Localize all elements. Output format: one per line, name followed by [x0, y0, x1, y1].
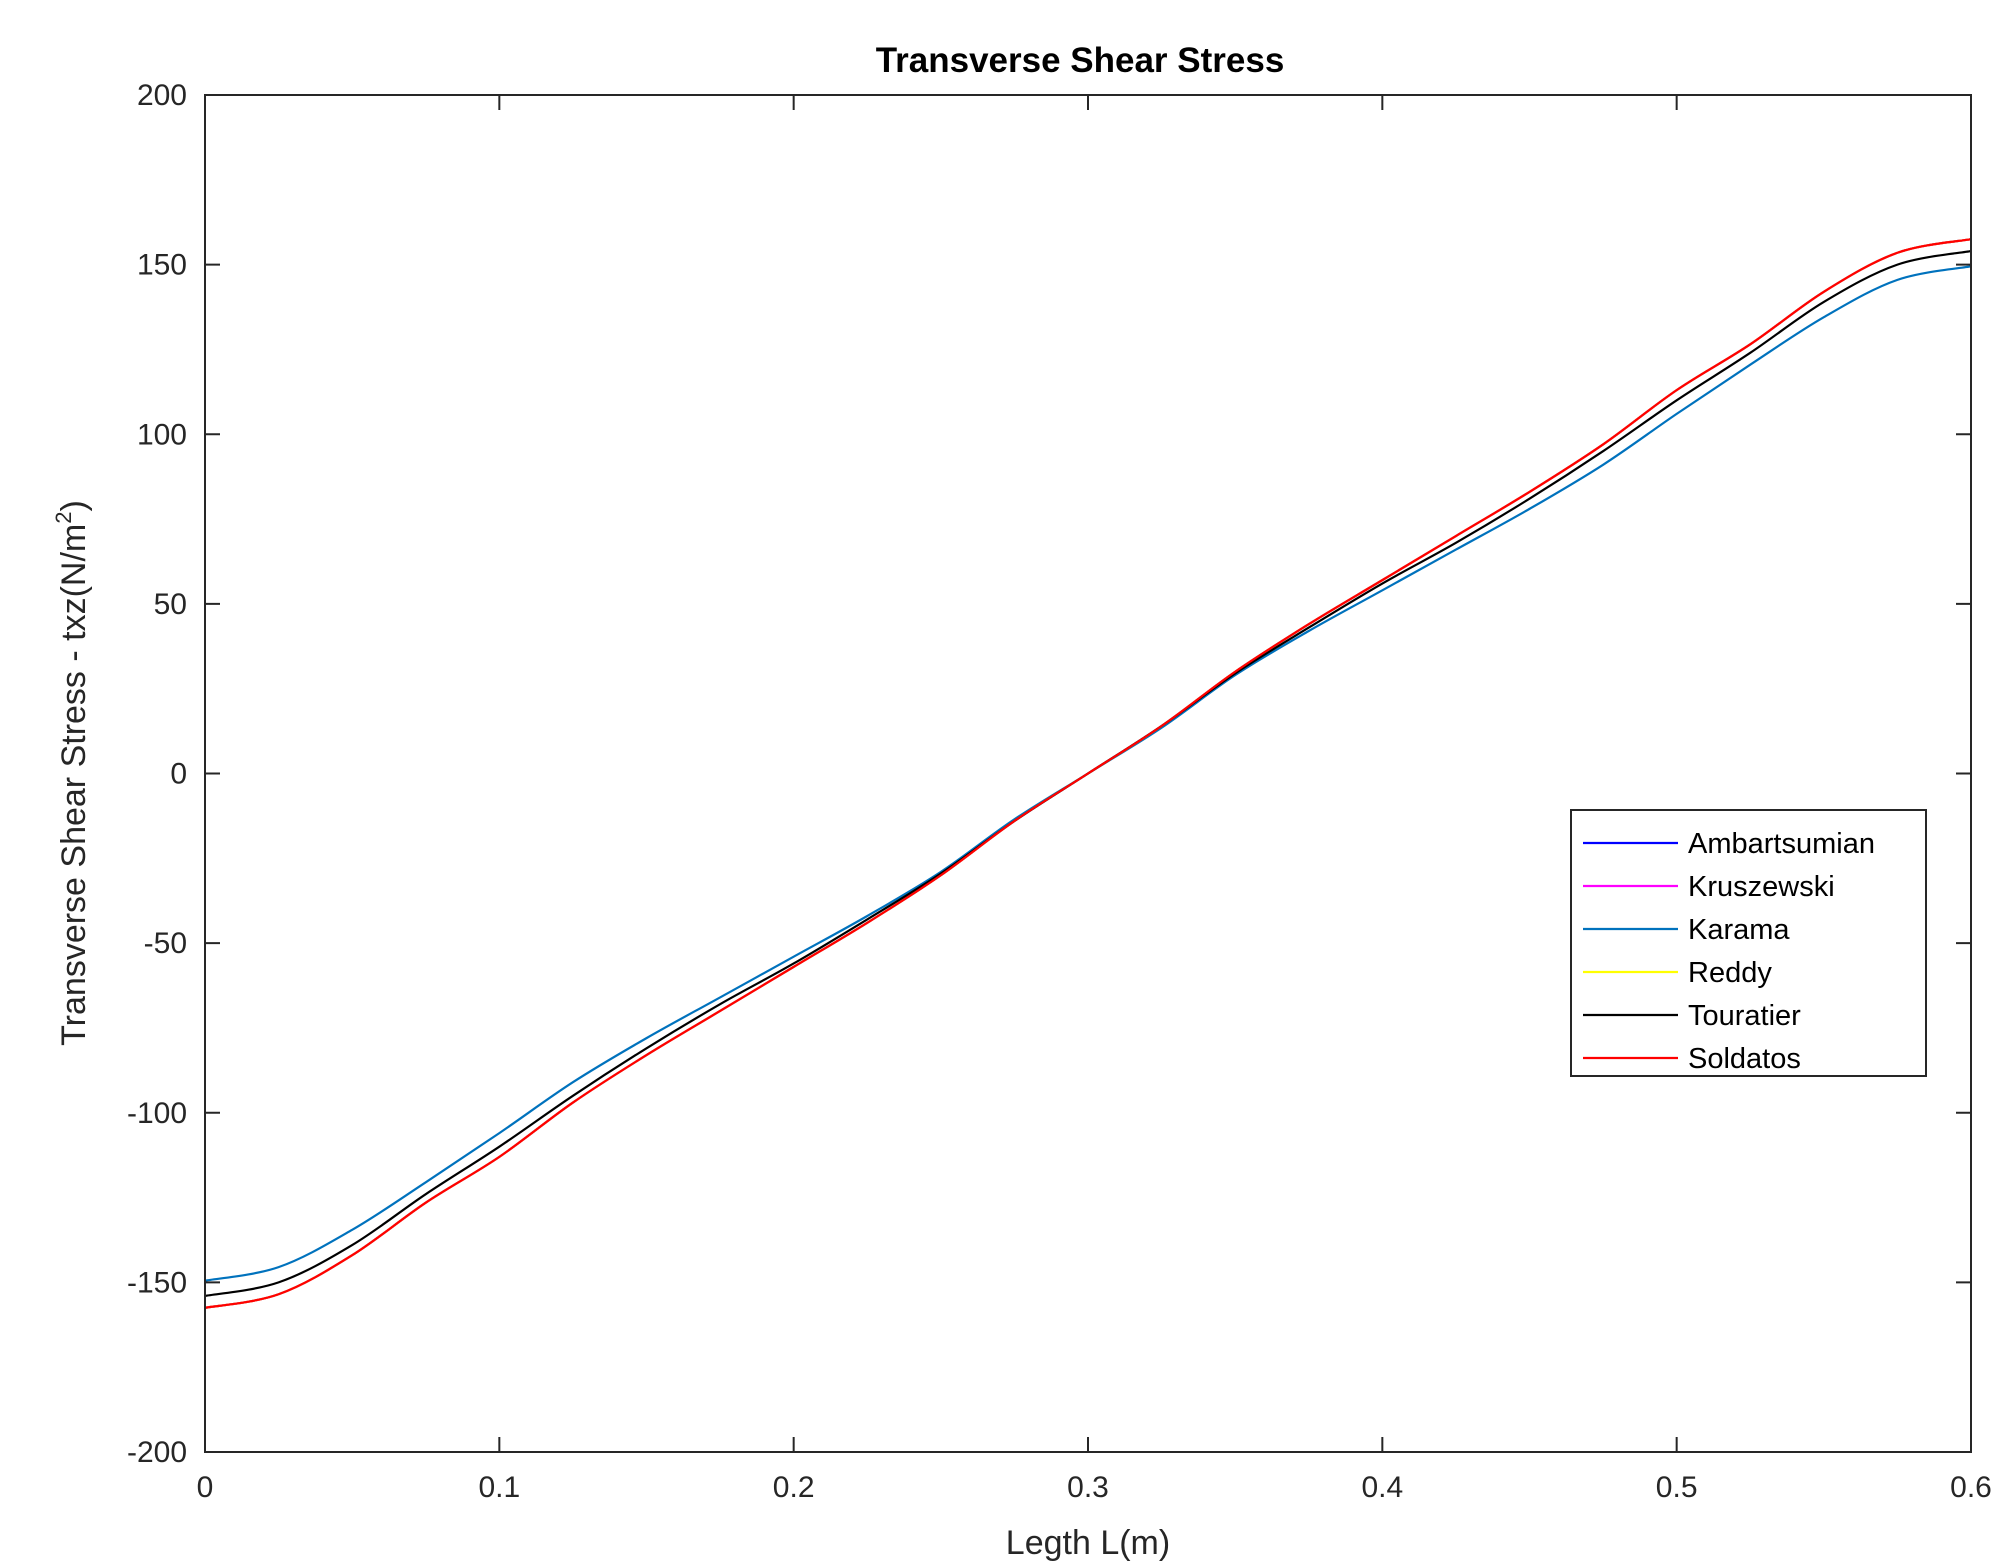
x-tick-label: 0.3: [1067, 1471, 1109, 1504]
legend-label-touratier: Touratier: [1688, 1000, 1801, 1032]
series-line-soldatos: [204, 238, 1972, 1309]
y-tick-label: 150: [137, 249, 187, 282]
y-axis-ticks: 200 150 100 50 0 -50 -100 -150 -200: [127, 79, 1971, 1469]
legend-label-soldatos: Soldatos: [1688, 1043, 1801, 1075]
y-tick-label: -50: [144, 927, 187, 960]
y-axis-label: Transverse Shear Stress - txz(N/m2): [51, 500, 93, 1046]
x-axis-ticks: 0 0.1 0.2 0.3 0.4 0.5 0.6: [197, 95, 1992, 1504]
y-axis-label-superscript: 2: [51, 512, 76, 524]
y-tick-label: 0: [170, 758, 187, 791]
x-tick-label: 0.4: [1361, 1471, 1403, 1504]
legend-label-reddy: Reddy: [1688, 957, 1772, 989]
y-axis-label-close: ): [55, 500, 93, 511]
legend: Ambartsumian Kruszewski Karama Reddy Tourati…: [1570, 809, 1927, 1077]
series-layer: [204, 238, 1972, 1309]
x-tick-label: 0.1: [478, 1471, 520, 1504]
x-tick-label: 0.6: [1950, 1471, 1992, 1504]
x-tick-label: 0.2: [773, 1471, 815, 1504]
y-tick-label: 50: [154, 588, 187, 621]
chart-title: Transverse Shear Stress: [876, 41, 1285, 80]
y-tick-label: -200: [127, 1436, 187, 1469]
legend-label-ambartsumian: Ambartsumian: [1688, 828, 1875, 860]
y-tick-label: 100: [137, 418, 187, 451]
legend-box: [1570, 809, 1927, 1077]
x-tick-label: 0: [197, 1471, 214, 1504]
y-tick-label: 200: [137, 79, 187, 112]
legend-label-kruszewski: Kruszewski: [1688, 871, 1835, 903]
x-tick-label: 0.5: [1656, 1471, 1698, 1504]
y-tick-label: -150: [127, 1266, 187, 1299]
y-tick-label: -100: [127, 1097, 187, 1130]
legend-label-karama: Karama: [1688, 914, 1790, 946]
y-axis-label-main: Transverse Shear Stress - txz(N/m: [55, 524, 93, 1046]
x-axis-label: Legth L(m): [1006, 1524, 1170, 1562]
